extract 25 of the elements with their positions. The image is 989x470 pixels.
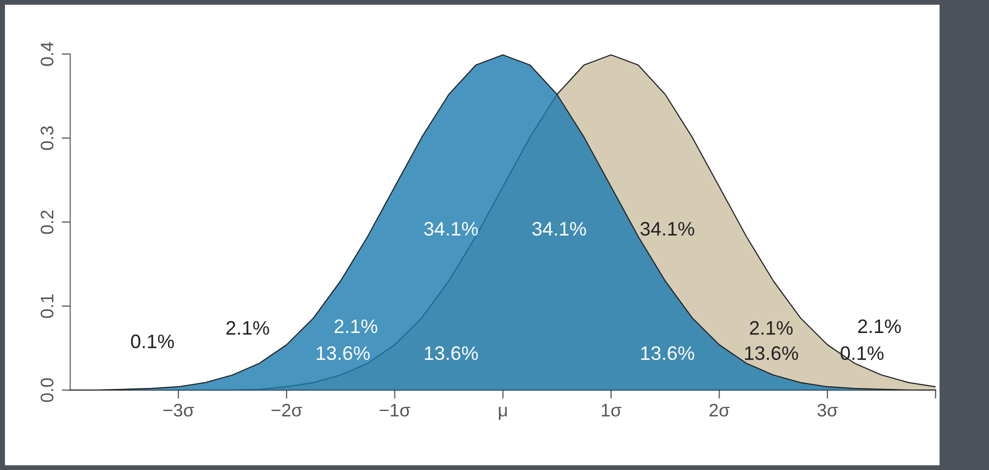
annotation: 2.1% [858, 319, 901, 334]
annotation: 34.1% [424, 222, 478, 236]
annotation: 2.1% [750, 321, 793, 335]
annotation: 34.1% [640, 222, 694, 236]
x-tick-label: 3σ [818, 404, 838, 417]
annotation: 0.1% [131, 334, 174, 348]
annotation: 13.6% [641, 346, 694, 360]
annotation: 0.1% [840, 346, 884, 360]
x-tick-label: 1σ [602, 404, 622, 417]
y-tick-label: 0.2 [40, 210, 54, 234]
x-tick-label: −2σ [272, 404, 302, 417]
annotation: 2.1% [226, 321, 270, 335]
x-tick-label: 2σ [710, 404, 730, 417]
annotation: 13.6% [745, 346, 798, 360]
x-tick-label: −3σ [163, 404, 194, 417]
y-tick-label: 0.3 [40, 126, 54, 150]
annotation: 2.1% [334, 319, 378, 334]
y-tick-label: 0.0 [40, 378, 54, 402]
annotation: 13.6% [316, 346, 370, 360]
x-tick-label: −1σ [380, 404, 410, 417]
annotation: 34.1% [532, 222, 586, 236]
annotation: 13.6% [424, 346, 478, 360]
x-tick-label: μ [498, 406, 507, 420]
y-tick-label: 0.4 [40, 42, 54, 66]
y-tick-label: 0.1 [40, 294, 54, 318]
